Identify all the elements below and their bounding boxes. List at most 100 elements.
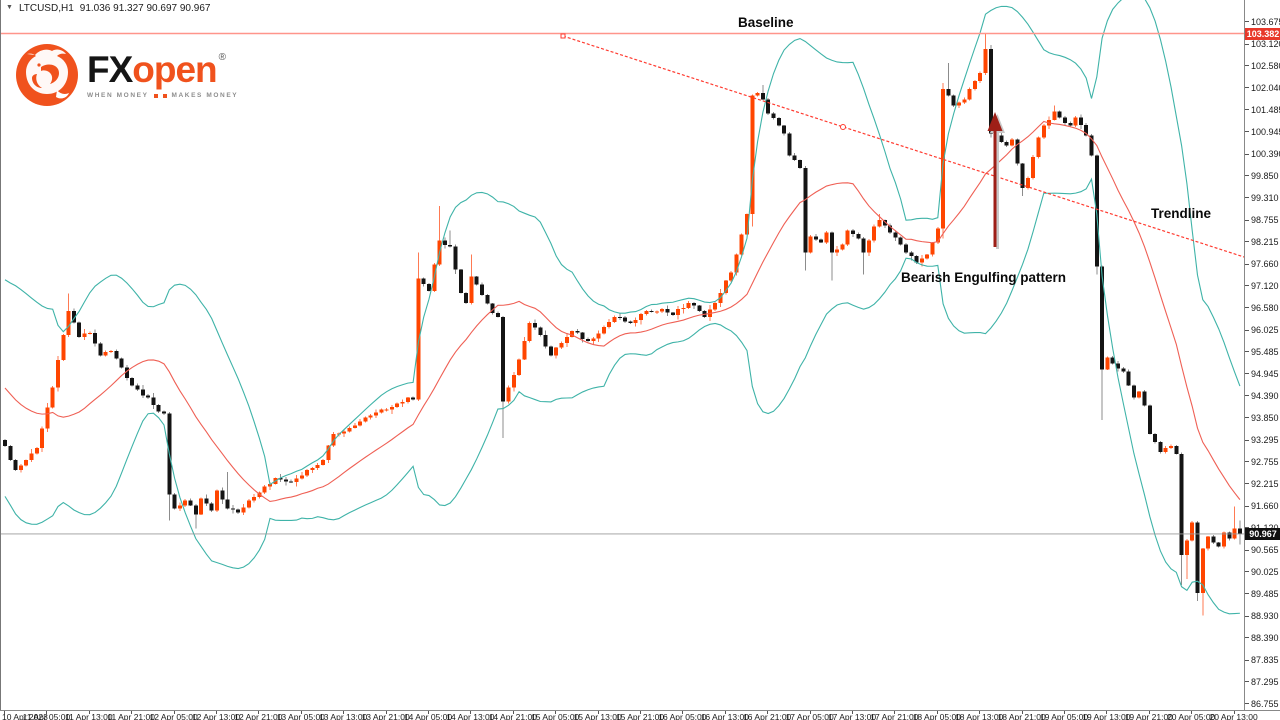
time-tick — [4, 711, 5, 714]
registered-mark: ® — [218, 51, 226, 63]
time-tick — [767, 711, 769, 714]
arrow-shadow[interactable] — [990, 114, 1005, 249]
time-tick-label: 20 Apr 05:00 — [1167, 712, 1216, 720]
price-tick — [1245, 483, 1249, 485]
candlestick-chart[interactable] — [1, 0, 1245, 710]
time-tick — [597, 711, 599, 714]
price-tick — [1245, 131, 1249, 133]
price-tick-label: 91.660 — [1251, 501, 1279, 511]
time-tick — [1064, 711, 1065, 714]
logo-text-fx: FX — [87, 48, 133, 90]
time-tick — [979, 711, 981, 714]
time-tick — [512, 711, 514, 714]
time-tick — [1233, 711, 1235, 714]
time-tick-label: 15 Apr 13:00 — [573, 712, 622, 720]
price-tick — [1245, 549, 1249, 551]
price-tick — [1245, 351, 1249, 353]
time-tick-label: 14 Apr 05:00 — [403, 712, 453, 720]
price-tick — [1245, 65, 1249, 67]
price-tick — [1245, 241, 1249, 243]
time-tick — [46, 711, 48, 714]
time-tick-label: 11 Apr 13:00 — [65, 712, 113, 720]
symbol-label: LTCUSD,H1 — [18, 3, 74, 14]
price-tick — [1245, 615, 1249, 617]
time-tick-label: 20 Apr 13:00 — [1209, 712, 1258, 720]
price-tick — [1245, 703, 1249, 705]
price-tick-label: 93.295 — [1251, 435, 1279, 446]
tagline-left: when money — [87, 91, 149, 99]
price-tick-label: 99.850 — [1251, 170, 1279, 181]
time-tick-label: 10 Apr 2023 — [2, 712, 48, 720]
chart-plot-area[interactable]: ▼ LTCUSD,H1 91.036 91.327 90.697 90.967 … — [0, 0, 1245, 710]
tagline-square-icon — [162, 94, 167, 98]
price-tick-label: 103.675 — [1251, 16, 1280, 27]
trendline-handle-start[interactable] — [560, 33, 566, 39]
price-tick-label: 87.295 — [1251, 676, 1279, 687]
time-tick — [1148, 711, 1150, 714]
price-tick-label: 95.485 — [1251, 346, 1279, 357]
trendline-object[interactable] — [562, 35, 1245, 258]
time-axis[interactable]: 10 Apr 2023 11 Apr 05:00 11 Apr 13:00 11 Ap… — [0, 710, 1280, 720]
time-tick — [385, 711, 387, 714]
time-tick-label: 13 Apr 21:00 — [361, 712, 410, 720]
price-tick — [1245, 593, 1249, 595]
tagline-square-icon — [153, 94, 158, 98]
price-tick-label: 91.120 — [1251, 523, 1279, 533]
price-tick-label: 98.215 — [1251, 236, 1279, 247]
bearish-engulfing-arrow[interactable] — [987, 112, 1003, 247]
time-tick — [131, 711, 133, 714]
fxopen-logo: FX open ® when money makes money — [15, 40, 245, 110]
trendline-annotation-label[interactable]: Trendline — [1151, 206, 1212, 221]
price-tick — [1245, 659, 1249, 661]
time-tick-label: 16 Apr 05:00 — [658, 712, 707, 720]
symbol-ohlc-readout: ▼ LTCUSD,H1 91.036 91.327 90.697 90.967 — [6, 3, 210, 14]
price-tick-label: 96.580 — [1251, 302, 1279, 313]
time-tick-label: 12 Apr 21:00 — [234, 712, 283, 720]
price-tick — [1245, 373, 1249, 375]
price-tick — [1245, 329, 1249, 331]
price-tick-label: 88.390 — [1251, 632, 1279, 643]
time-tick-label: 16 Apr 13:00 — [700, 712, 749, 720]
bearish-engulfing-annotation-label[interactable]: Bearish Engulfing pattern — [901, 270, 1067, 285]
price-tick — [1245, 263, 1249, 265]
logo-text-open: open — [132, 48, 217, 90]
time-tick — [470, 711, 472, 714]
baseline-price-badge: 103.382 — [1245, 27, 1280, 40]
baseline-annotation-label[interactable]: Baseline — [738, 15, 794, 30]
price-tick-label: 102.580 — [1251, 60, 1280, 71]
time-tick-label: 15 Apr 05:00 — [531, 712, 580, 720]
time-tick — [1191, 711, 1193, 714]
time-tick-label: 14 Apr 13:00 — [446, 712, 495, 720]
price-tick — [1245, 175, 1249, 177]
current-price-badge: 90.967 — [1245, 527, 1280, 540]
time-tick-label: 17 Apr 21:00 — [870, 712, 919, 720]
price-tick — [1245, 219, 1249, 221]
time-tick-label: 13 Apr 05:00 — [276, 712, 325, 720]
time-tick — [640, 711, 641, 714]
price-tick-label: 93.850 — [1251, 412, 1279, 423]
price-tick-label: 88.930 — [1251, 611, 1279, 622]
price-axis[interactable]: 103.382 90.967 103.675 103.120 102.580 102.… — [1244, 0, 1280, 710]
time-tick — [88, 711, 90, 714]
price-tick — [1245, 109, 1249, 111]
price-tick — [1245, 461, 1249, 463]
time-tick — [682, 711, 684, 714]
price-tick-label: 97.120 — [1251, 280, 1279, 291]
price-tick — [1245, 285, 1249, 287]
price-tick-label: 97.660 — [1251, 259, 1279, 270]
collapse-triangle-icon[interactable]: ▼ — [6, 4, 13, 11]
time-tick-label: 18 Apr 13:00 — [955, 712, 1004, 720]
time-tick — [216, 711, 217, 714]
time-tick-label: 17 Apr 05:00 — [785, 712, 834, 720]
price-tick — [1245, 197, 1249, 199]
time-tick — [894, 711, 896, 714]
time-tick — [724, 711, 726, 714]
trendline-handle-mid[interactable] — [840, 124, 846, 130]
time-tick-label: 17 Apr 13:00 — [827, 712, 877, 720]
time-tick-label: 16 Apr 21:00 — [743, 712, 792, 720]
time-tick — [809, 711, 811, 714]
price-tick-label: 100.945 — [1251, 126, 1280, 137]
time-tick-label: 13 Apr 13:00 — [319, 712, 368, 720]
price-tick — [1245, 153, 1249, 155]
price-tick-label: 103.120 — [1251, 39, 1280, 50]
